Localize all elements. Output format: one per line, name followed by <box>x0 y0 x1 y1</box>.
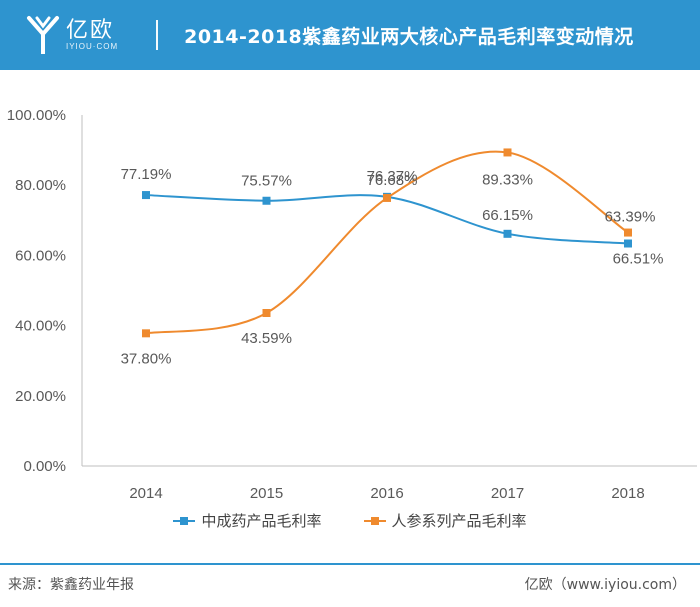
legend-swatch-icon <box>173 516 196 526</box>
brand-note: 亿欧（www.iyiou.com） <box>524 577 686 593</box>
logo: 亿欧 IYIOU·COM <box>26 0 118 70</box>
x-tick-label: 2016 <box>370 485 403 500</box>
x-tick-label: 2015 <box>250 485 283 500</box>
data-label: 66.15% <box>482 207 533 224</box>
data-label: 66.51% <box>613 251 664 268</box>
y-tick-label: 80.00% <box>15 177 66 194</box>
x-tick-label: 2014 <box>129 485 162 500</box>
data-label: 37.80% <box>121 350 172 367</box>
data-point <box>503 229 512 238</box>
data-point <box>142 329 150 338</box>
chart-legend: 中成药产品毛利率 人参系列产品毛利率 <box>0 510 700 531</box>
data-point <box>262 308 271 317</box>
legend-item: 人参系列产品毛利率 <box>363 510 527 531</box>
data-point <box>383 193 391 202</box>
data-label: 43.59% <box>241 330 292 347</box>
data-label: 77.19% <box>121 166 172 183</box>
y-tick-label: 100.00% <box>7 107 66 124</box>
x-tick-label: 2017 <box>491 485 524 500</box>
data-point <box>503 148 512 157</box>
y-tick-label: 20.00% <box>15 388 66 405</box>
y-tick-label: 40.00% <box>15 318 66 335</box>
data-label: 76.68% <box>367 172 418 189</box>
header-divider <box>156 20 159 50</box>
line-chart: 0.00% 20.00% 40.00% 60.00% 80.00% 100.00% 2014… <box>7 107 697 500</box>
source-note: 来源：紫鑫药业年报 <box>8 577 134 593</box>
legend-label: 中成药产品毛利率 <box>201 512 322 530</box>
data-label: 76.37% <box>367 168 418 185</box>
series-line <box>145 194 629 245</box>
legend-swatch-icon <box>363 516 386 526</box>
data-label: 89.33% <box>482 171 533 188</box>
data-point <box>624 239 632 248</box>
chart-title: 2014-2018紫鑫药业两大核心产品毛利率变动情况 <box>184 25 634 48</box>
logo-text: 亿欧 <box>66 17 115 42</box>
y-tick-label: 60.00% <box>15 247 66 264</box>
data-label: 63.39% <box>605 209 656 226</box>
data-label: 75.57% <box>241 173 292 190</box>
legend-label: 人参系列产品毛利率 <box>391 512 527 530</box>
logo-subtext: IYIOU·COM <box>66 42 119 51</box>
footer-divider <box>0 563 700 565</box>
y-tick-label: 0.00% <box>23 458 66 475</box>
data-point <box>262 196 271 205</box>
x-tick-label: 2018 <box>611 485 644 500</box>
data-point <box>142 191 150 200</box>
header-bar: 亿欧 IYIOU·COM 2014-2018紫鑫药业两大核心产品毛利率变动情况 <box>0 0 700 70</box>
legend-item: 中成药产品毛利率 <box>173 510 322 531</box>
data-point <box>624 228 632 237</box>
logo-icon <box>27 16 59 54</box>
